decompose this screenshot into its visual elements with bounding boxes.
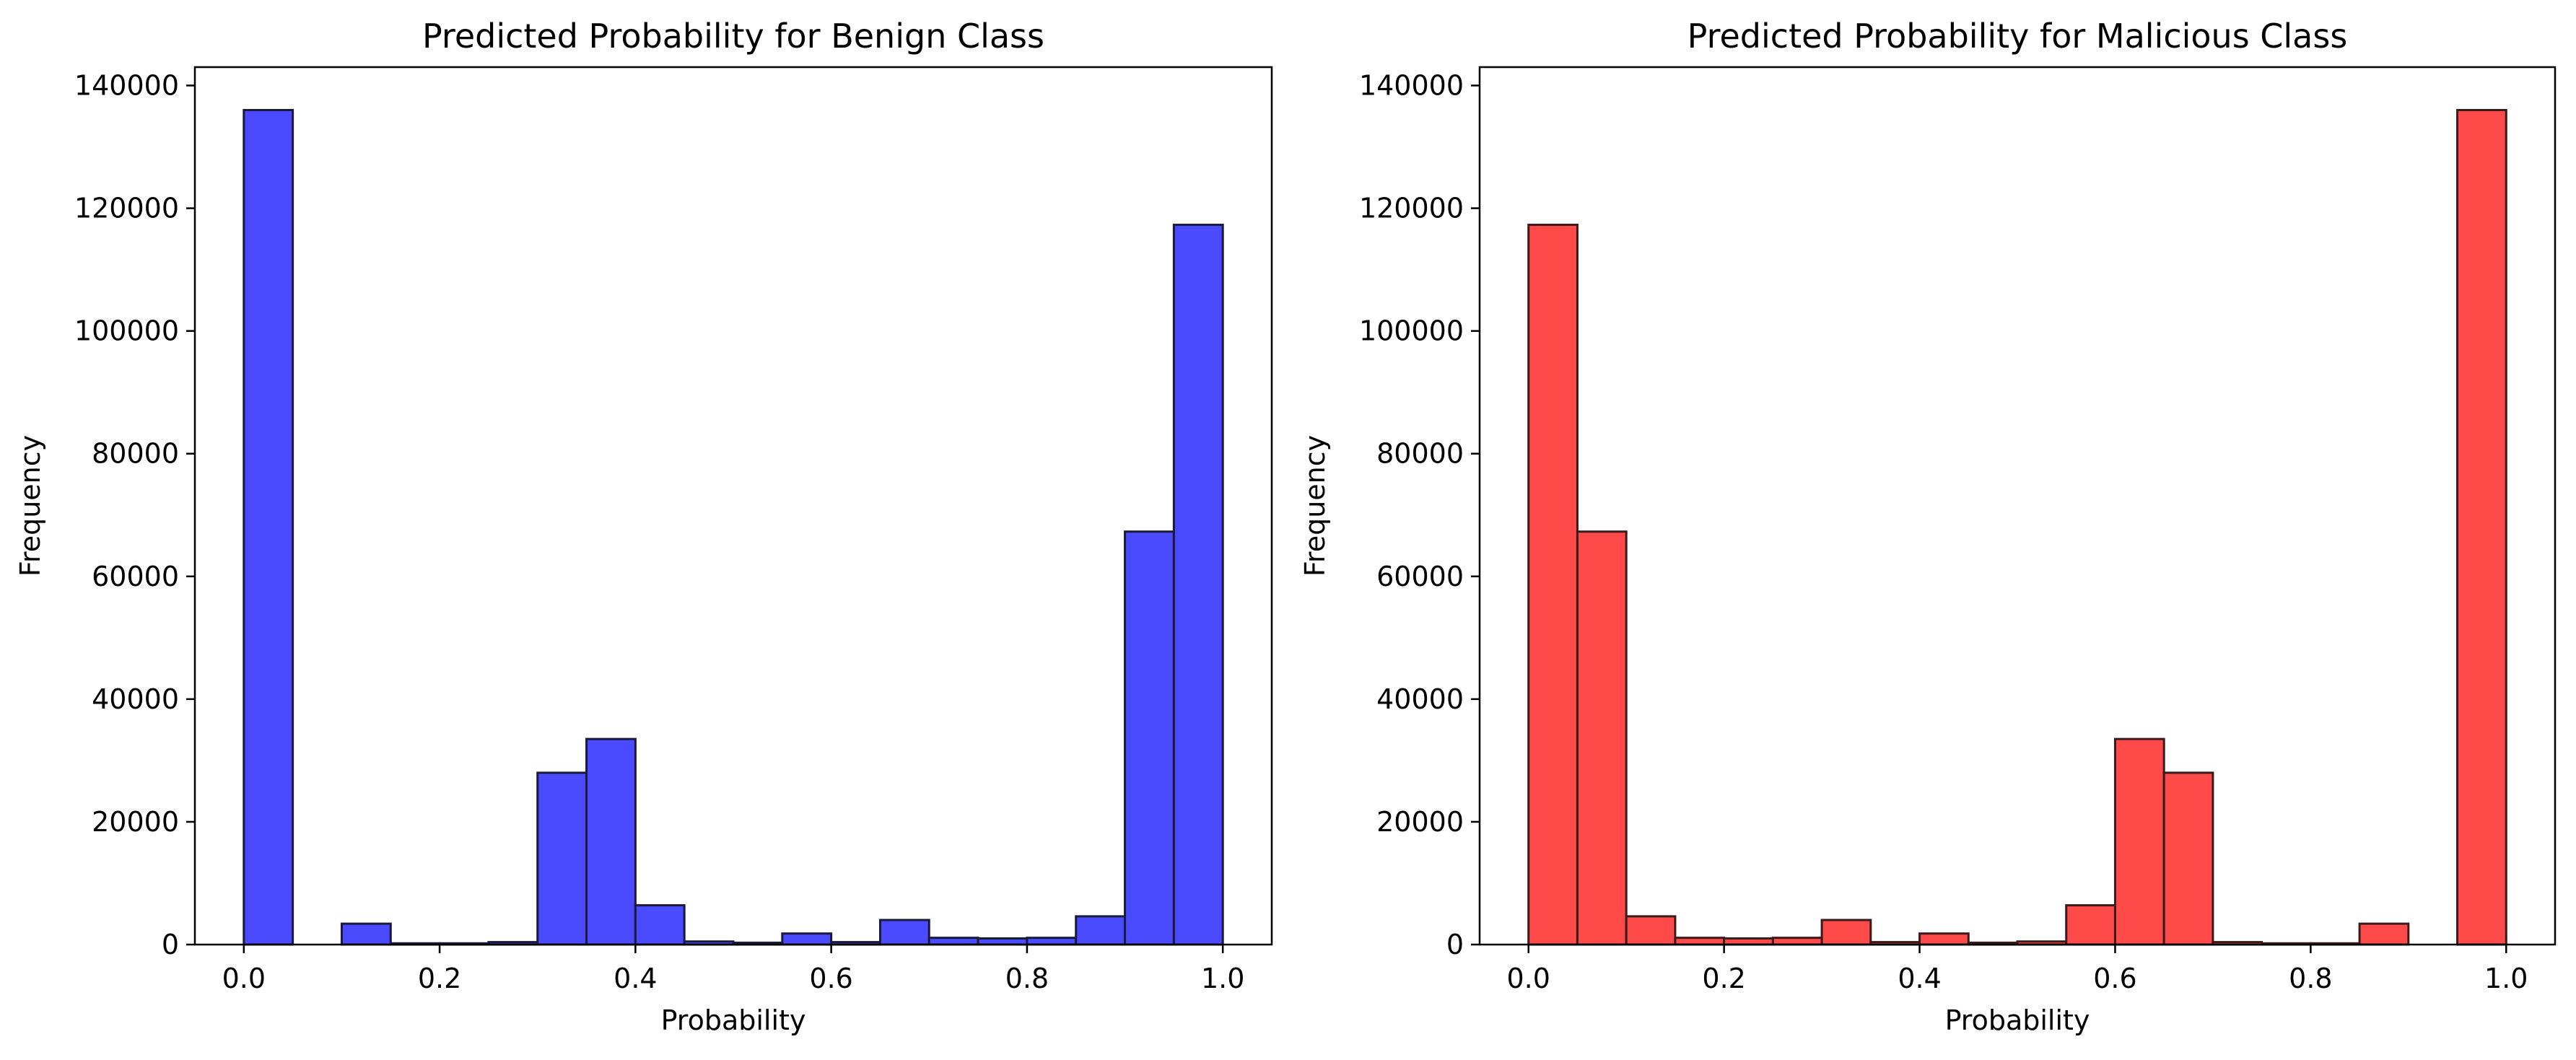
histogram-bar	[585, 737, 637, 946]
y-tick-label: 20000	[92, 806, 179, 838]
bars	[1527, 109, 2507, 946]
y-tick-label: 40000	[1376, 683, 1464, 715]
y-tick-label: 120000	[1359, 193, 1464, 224]
histogram-bar	[1771, 937, 1823, 946]
histogram-bar	[1820, 919, 1872, 946]
x-tick-label: 0.2	[1702, 963, 1745, 994]
y-axis-label: Frequency	[14, 435, 46, 577]
chart-title: Predicted Probability for Benign Class	[422, 17, 1044, 56]
y-tick-label: 40000	[92, 683, 179, 715]
histogram-bar	[536, 771, 588, 946]
x-tick-label: 0.8	[1005, 963, 1049, 994]
histogram-bar	[1075, 915, 1127, 946]
histogram-bar	[2162, 771, 2214, 946]
y-tick-label: 0	[162, 929, 179, 960]
histogram-bar	[2065, 904, 2116, 946]
x-tick-label: 0.0	[1507, 963, 1550, 994]
histogram-bar	[1674, 937, 1726, 946]
axes-frame	[193, 66, 1273, 946]
y-tick-label: 80000	[1376, 438, 1464, 470]
x-tick-label: 0.6	[809, 963, 852, 994]
histogram-bar	[1918, 932, 1970, 946]
histogram-bar	[340, 922, 392, 946]
histogram-bar	[1576, 530, 1628, 946]
histogram-bar	[927, 937, 979, 946]
histogram-bar	[2358, 922, 2410, 946]
y-tick-label: 80000	[92, 438, 179, 470]
y-tick-label: 60000	[92, 561, 179, 592]
chart-title: Predicted Probability for Malicious Clas…	[1688, 17, 2348, 56]
histogram-bar	[977, 937, 1029, 946]
x-tick-label: 0.8	[2289, 963, 2332, 994]
x-axis-label: Probability	[661, 1004, 806, 1036]
histogram-bar	[1625, 915, 1677, 946]
y-tick-label: 0	[1446, 929, 1464, 960]
benign-histogram: Predicted Probability for Benign Class P…	[14, 17, 1273, 1036]
histogram-bar	[878, 919, 930, 946]
histogram-bar	[1124, 530, 1175, 946]
malicious-histogram: Predicted Probability for Malicious Clas…	[1299, 17, 2557, 1036]
histogram-bar	[781, 932, 833, 946]
histogram-bar	[243, 109, 294, 946]
histogram-bar	[634, 904, 686, 946]
x-tick-label: 0.0	[222, 963, 266, 994]
y-tick-label: 20000	[1376, 806, 1464, 838]
y-tick-label: 100000	[74, 315, 179, 347]
x-axis-label: Probability	[1945, 1004, 2090, 1036]
x-tick-label: 1.0	[1201, 963, 1244, 994]
x-tick-label: 0.2	[418, 963, 461, 994]
y-tick-label: 140000	[74, 70, 179, 102]
histogram-bar	[1527, 224, 1579, 946]
histogram-bar	[2113, 737, 2165, 946]
y-tick-label: 100000	[1359, 315, 1464, 347]
y-axis-label: Frequency	[1299, 435, 1331, 577]
bars	[243, 109, 1224, 946]
x-tick-label: 0.4	[1898, 963, 1941, 994]
y-tick-label: 120000	[74, 193, 179, 224]
x-tick-label: 1.0	[2484, 963, 2528, 994]
x-tick-label: 0.6	[2093, 963, 2136, 994]
x-tick-label: 0.4	[614, 963, 657, 994]
histogram-bar	[2456, 109, 2507, 946]
histogram-bar	[1723, 937, 1774, 946]
axes-frame	[1478, 66, 2557, 946]
y-tick-label: 140000	[1359, 70, 1464, 102]
histogram-bar	[1026, 937, 1078, 946]
y-tick-label: 60000	[1376, 561, 1464, 592]
histogram-bar	[1172, 224, 1224, 946]
